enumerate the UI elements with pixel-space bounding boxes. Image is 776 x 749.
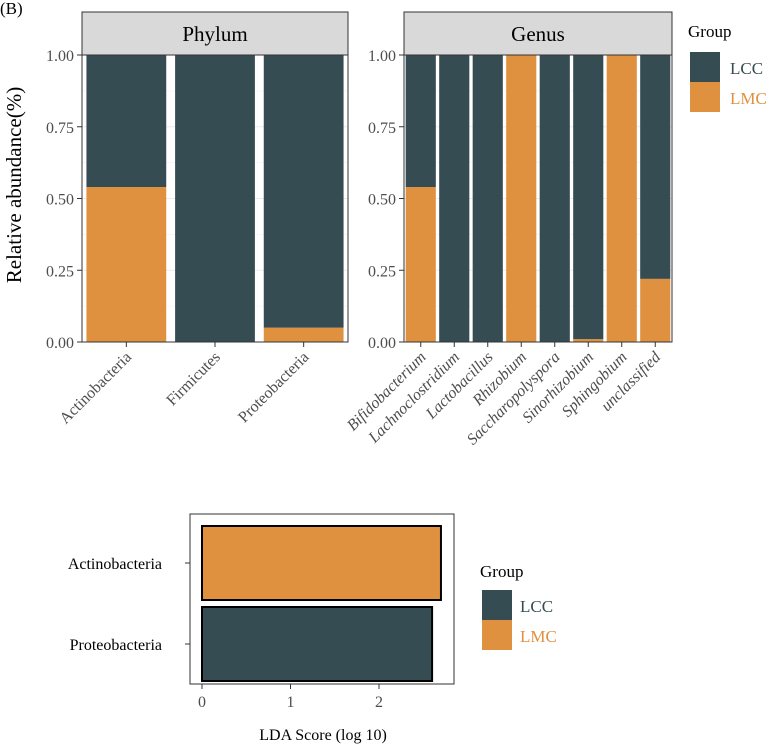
lda-bar-proteobacteria [201, 606, 434, 682]
genus-panel: Genus 0.000.250.500.751.00 Bifidobacteri… [344, 11, 673, 448]
lda-bar-actinobacteria [201, 525, 442, 601]
genus-bar-lcc [640, 55, 671, 279]
genus-bar-lmc [640, 278, 671, 342]
genus-ytick-label: 0.25 [368, 263, 396, 280]
lda-xtick-label: 2 [375, 694, 383, 711]
genus-strip [403, 11, 673, 56]
phylum-xtick-label: Actinobacteria [57, 349, 136, 428]
panel-label: (B) [0, 0, 23, 18]
genus-bar-lmc [606, 55, 637, 342]
phylum-xtick-label: Proteobacteria [235, 349, 312, 426]
legend-top-swatch-lcc [690, 52, 720, 82]
genus-bar-lcc [573, 55, 604, 340]
genus-bar-lmc [405, 187, 436, 342]
legend-bottom: Group LCC LMC [480, 562, 557, 650]
y-axis-title: Relative abundance(%) [2, 87, 26, 284]
phylum-bar-lcc [175, 55, 255, 342]
legend-bottom-swatch-lmc [482, 620, 512, 650]
legend-bottom-label-lmc: LMC [520, 627, 557, 646]
genus-strip-title: Genus [511, 22, 565, 46]
lda-xtick-label: 0 [198, 694, 206, 711]
lda-panel: Actinobacteria Proteobacteria 0 1 2 LDA Scor… [68, 513, 455, 744]
genus-ytick-label: 0.50 [368, 192, 396, 209]
phylum-strip-title: Phylum [182, 22, 247, 46]
genus-bar-lcc [472, 55, 503, 342]
phylum-strip [81, 11, 349, 56]
legend-bottom-swatch-lcc [482, 590, 512, 620]
phylum-ytick-label: 1.00 [46, 48, 74, 65]
phylum-bar-lmc [263, 327, 344, 342]
phylum-ytick-label: 0.75 [46, 120, 74, 137]
phylum-panel: Phylum 0.00 0.25 0.50 0.75 1.00 Actinobacter… [46, 11, 349, 428]
phylum-ytick-label: 0.50 [46, 192, 74, 209]
genus-bar-lcc [405, 55, 436, 188]
legend-top-label-lmc: LMC [730, 89, 767, 108]
genus-bar-lcc [439, 55, 470, 342]
lda-category-label: Actinobacteria [68, 556, 162, 573]
lda-xtick-label: 1 [287, 694, 295, 711]
phylum-ytick-label: 0.00 [46, 335, 74, 352]
genus-ytick-label: 0.00 [368, 335, 396, 352]
legend-top: Group LCC LMC [688, 22, 767, 112]
phylum-bar-lmc [86, 187, 167, 342]
phylum-ytick-label: 0.25 [46, 263, 74, 280]
legend-top-swatch-lmc [690, 82, 720, 112]
genus-bar-lmc [573, 339, 604, 342]
phylum-bar-lcc [86, 55, 167, 188]
phylum-xtick-label: Firmicutes [163, 349, 223, 409]
lda-x-axis-title: LDA Score (log 10) [259, 727, 387, 744]
legend-bottom-label-lcc: LCC [520, 597, 553, 616]
phylum-bar-lcc [263, 55, 344, 328]
genus-bar-lcc [539, 55, 570, 342]
lda-category-label: Proteobacteria [70, 637, 162, 654]
genus-ytick-label: 0.75 [368, 120, 396, 137]
genus-bar-lmc [506, 55, 537, 342]
legend-bottom-title: Group [480, 562, 523, 581]
genus-ytick-label: 1.00 [368, 48, 396, 65]
legend-top-label-lcc: LCC [730, 59, 763, 78]
legend-top-title: Group [688, 22, 731, 41]
